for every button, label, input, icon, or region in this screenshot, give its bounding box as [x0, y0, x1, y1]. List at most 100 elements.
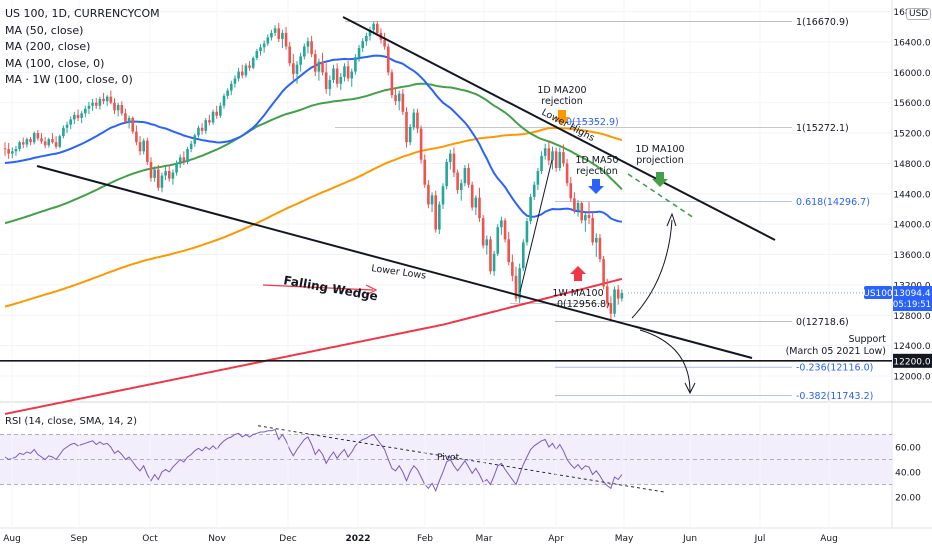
candle-body — [598, 237, 602, 260]
moving-averages — [4, 54, 623, 415]
legend-ma-weekly[interactable]: MA · 1W (100, close, 0) — [5, 73, 133, 86]
candle-body — [32, 133, 36, 143]
candle-body — [576, 202, 580, 211]
rsi-legend[interactable]: RSI (14, close, SMA, 14, 2) — [5, 416, 138, 427]
ma50-rejection-arrow — [588, 179, 604, 194]
rebound-arrow-head — [666, 212, 677, 227]
weekly-ma100-label: 1W MA100 — [552, 288, 603, 299]
legend-ma50[interactable]: MA (50, close) — [5, 23, 84, 37]
candle-body — [233, 78, 237, 84]
candle-body — [452, 153, 456, 173]
price-tick-label: 14800.0 — [893, 160, 930, 170]
candle-body — [423, 159, 427, 185]
candle-body — [507, 239, 510, 263]
symbol-title[interactable]: US 100, 1D, CURRENCYCOM — [5, 7, 160, 20]
candle-body — [204, 120, 208, 131]
candle-body — [397, 93, 401, 102]
price-labels[interactable]: US100 13094.405:19:51 12200.0 — [628, 286, 932, 368]
candle-body — [332, 68, 335, 80]
candle-body — [368, 29, 372, 36]
candle-body — [609, 303, 613, 314]
candle-body — [394, 95, 397, 102]
candle-body — [500, 220, 503, 228]
candle-body — [613, 289, 616, 314]
candle-body — [310, 41, 313, 55]
candle-body — [449, 153, 452, 162]
candle-body — [595, 237, 598, 243]
candle-body — [459, 183, 463, 191]
chart-legend: US 100, 1D, CURRENCYCOM MA (50, close) M… — [5, 6, 160, 89]
countdown-text: 05:19:51 — [893, 300, 931, 310]
candle-body — [558, 152, 562, 169]
time-tick-label: Nov — [208, 534, 226, 544]
candle-body — [540, 155, 543, 172]
candle-body — [51, 139, 54, 143]
candle-body — [405, 111, 408, 143]
candle-body — [94, 102, 98, 106]
price-tick-label: 15600.0 — [893, 99, 930, 109]
rsi-tick-label: 20.00 — [895, 494, 921, 504]
candle-body — [270, 32, 273, 38]
time-tick-label: Aug — [820, 534, 838, 544]
rebound-curve-2 — [631, 219, 673, 319]
candle-body — [584, 215, 587, 221]
fib-level-label: 1(16670.9) — [796, 17, 849, 28]
fib-level-label: 0(12718.6) — [796, 317, 849, 328]
candle-body — [11, 151, 14, 154]
time-tick-label: Feb — [417, 534, 433, 544]
candle-body — [416, 112, 419, 129]
candle-body — [25, 139, 29, 145]
candle-body — [605, 286, 609, 304]
candle-body — [456, 172, 459, 191]
candle-body — [21, 142, 25, 145]
candle-body — [266, 37, 270, 44]
candle-body — [481, 218, 485, 246]
candle-body — [317, 61, 321, 72]
legend-ma100[interactable]: MA (100, close, 0) — [5, 56, 105, 70]
candle-body — [178, 157, 182, 165]
candle-body — [62, 127, 65, 137]
candle-body — [127, 117, 131, 122]
candle-body — [153, 169, 156, 178]
time-tick-label: 2022 — [345, 534, 370, 544]
candle-body — [441, 186, 445, 205]
candle-body — [463, 168, 467, 184]
candle-body — [262, 43, 266, 48]
candle-body — [146, 140, 149, 162]
wedge-upper-trendline — [342, 16, 776, 241]
candle-body — [569, 183, 573, 199]
fib-level-label: 0(12956.8) — [557, 299, 610, 310]
currency-button[interactable]: USD — [906, 8, 932, 20]
candle-body — [496, 227, 500, 254]
support-price-badge — [893, 353, 932, 368]
candle-body — [354, 57, 357, 72]
candle-body — [616, 289, 620, 299]
candle-body — [113, 102, 116, 111]
candle-body — [76, 114, 80, 118]
legend-ma200[interactable]: MA (200, close) — [5, 40, 91, 53]
candle-body — [299, 56, 302, 65]
support-label: Support — [848, 334, 886, 345]
candle-body — [69, 119, 72, 125]
candle-body — [200, 127, 204, 131]
candle-body — [562, 152, 565, 164]
candle-body — [511, 262, 514, 276]
candle-body — [149, 161, 153, 178]
candle-body — [313, 54, 317, 72]
candle-body — [295, 64, 299, 74]
time-tick-label: Aug — [3, 534, 21, 544]
candle-body — [474, 197, 478, 208]
candle-body — [335, 68, 339, 84]
rsi-pivot-label: Pivot — [437, 453, 460, 463]
candle-body — [532, 184, 536, 197]
fib-level-label: 0(15352.9) — [566, 117, 619, 128]
candle-body — [197, 127, 200, 136]
ma100-projection-label: projection — [636, 155, 683, 166]
candle-body — [135, 131, 138, 143]
candle-body — [357, 48, 361, 58]
price-tick-label: 13600.0 — [893, 251, 930, 261]
candle-body — [492, 253, 496, 272]
candle-body — [54, 142, 58, 147]
